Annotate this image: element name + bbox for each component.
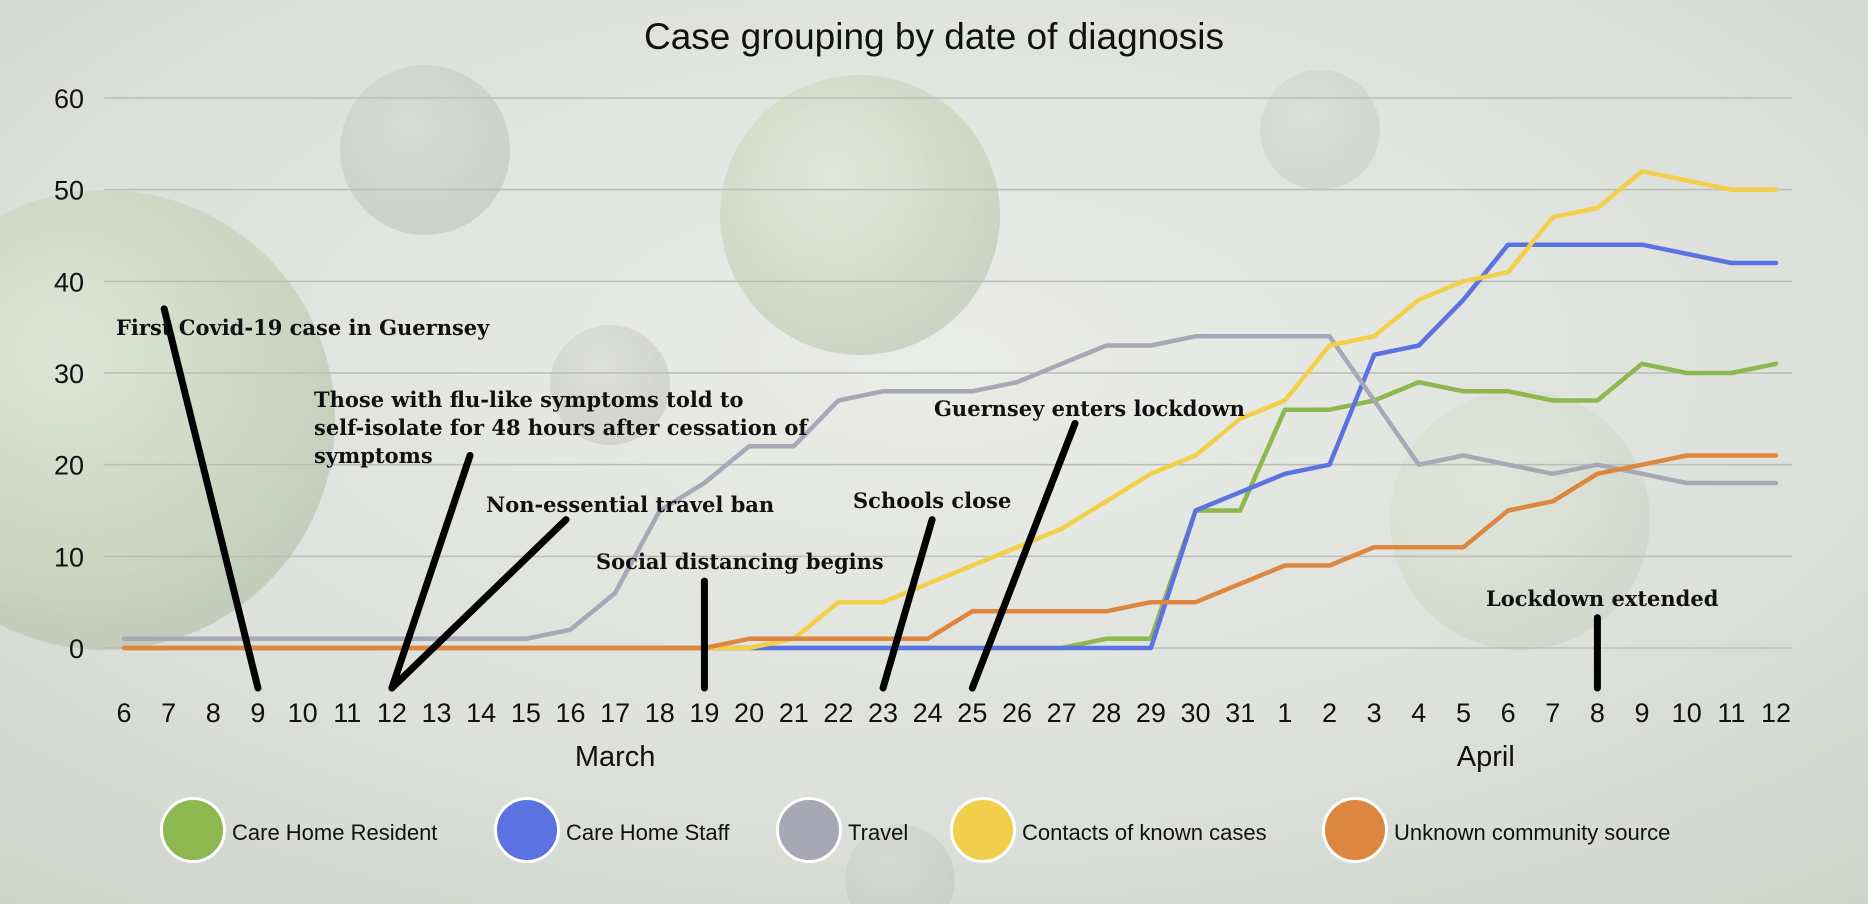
annotation-label: Lockdown extended bbox=[1486, 586, 1719, 611]
legend-item-care-home-resident: Care Home Resident bbox=[160, 790, 437, 870]
virus-illustration bbox=[0, 190, 335, 650]
x-tick-label: 8 bbox=[206, 698, 221, 728]
legend-item-contacts-of-known-cases: Contacts of known cases bbox=[950, 790, 1267, 870]
annotation-label: First Covid-19 case in Guernsey bbox=[116, 315, 490, 340]
legend-swatch bbox=[160, 797, 226, 863]
legend-swatch bbox=[494, 797, 560, 863]
legend-item-care-home-staff: Care Home Staff bbox=[494, 790, 729, 870]
legend-swatch bbox=[950, 797, 1016, 863]
annotation-label: Guernsey enters lockdown bbox=[934, 396, 1245, 421]
annotation-pointer bbox=[968, 419, 1079, 692]
legend: Care Home Resident Care Home Staff Trave… bbox=[0, 790, 1868, 870]
legend-label: Contacts of known cases bbox=[1022, 820, 1267, 845]
x-tick-label: 11 bbox=[333, 698, 361, 728]
x-tick-label: 24 bbox=[913, 698, 943, 728]
series-line bbox=[121, 334, 1779, 642]
x-tick-label: 29 bbox=[1136, 698, 1166, 728]
x-tick-label: 31 bbox=[1225, 698, 1255, 728]
x-tick-label: 20 bbox=[734, 698, 764, 728]
x-tick-label: 10 bbox=[288, 698, 318, 728]
x-tick-label: 23 bbox=[868, 698, 898, 728]
y-tick-label: 0 bbox=[69, 634, 84, 664]
virus-illustration bbox=[845, 825, 955, 904]
annotation-pointer bbox=[879, 516, 936, 692]
annotation-pointer bbox=[160, 305, 262, 692]
x-tick-label: 12 bbox=[377, 698, 407, 728]
virus-illustration bbox=[340, 65, 510, 235]
x-tick-label: 13 bbox=[422, 698, 452, 728]
x-tick-label: 11 bbox=[1717, 698, 1745, 728]
x-tick-label: 7 bbox=[161, 698, 176, 728]
series-line bbox=[121, 453, 1779, 651]
annotation-label: Those with flu-like symptoms told to self… bbox=[314, 387, 809, 468]
x-tick-label: 7 bbox=[1545, 698, 1560, 728]
x-tick-label: 14 bbox=[466, 698, 496, 728]
legend-item-unknown-community-source: Unknown community source bbox=[1322, 790, 1670, 870]
y-tick-label: 30 bbox=[54, 359, 84, 389]
y-tick-label: 20 bbox=[54, 451, 84, 481]
x-tick-label: 17 bbox=[600, 698, 630, 728]
x-tick-label: 5 bbox=[1456, 698, 1471, 728]
legend-label: Care Home Staff bbox=[566, 820, 730, 845]
y-tick-label: 50 bbox=[54, 176, 84, 206]
x-tick-label: 9 bbox=[250, 698, 265, 728]
legend-label: Care Home Resident bbox=[232, 820, 438, 845]
x-tick-label: 16 bbox=[555, 698, 585, 728]
x-tick-label: 25 bbox=[957, 698, 987, 728]
x-tick-label: 28 bbox=[1091, 698, 1121, 728]
x-tick-label: 30 bbox=[1181, 698, 1211, 728]
legend-label: Unknown community source bbox=[1394, 820, 1671, 845]
gridlines bbox=[104, 97, 1792, 649]
month-label: March bbox=[575, 741, 656, 773]
chart-title: Case grouping by date of diagnosis bbox=[643, 16, 1225, 57]
y-axis-ticks: 0 10 20 30 40 50 60 bbox=[54, 84, 84, 664]
annotations: First Covid-19 case in Guernsey Those wit… bbox=[116, 305, 1719, 692]
x-tick-label: 6 bbox=[116, 698, 131, 728]
x-tick-label: 10 bbox=[1672, 698, 1702, 728]
x-tick-label: 21 bbox=[779, 698, 809, 728]
x-tick-label: 4 bbox=[1411, 698, 1426, 728]
x-tick-label: 3 bbox=[1367, 698, 1382, 728]
x-tick-label: 19 bbox=[689, 698, 719, 728]
x-axis-ticks: 6 7 8 9 10 11 12 13 14 15 16 17 18 19 20 21 22 23 24 25 26 27… bbox=[116, 698, 1791, 728]
annotation-label: Social distancing begins bbox=[596, 549, 884, 574]
y-tick-label: 60 bbox=[54, 84, 84, 114]
legend-label: Travel bbox=[848, 820, 909, 845]
legend-swatch bbox=[1322, 797, 1388, 863]
month-label: April bbox=[1457, 741, 1515, 773]
y-tick-label: 10 bbox=[54, 542, 84, 572]
x-tick-label: 1 bbox=[1277, 698, 1292, 728]
legend-item-travel: Travel bbox=[776, 790, 908, 870]
x-tick-label: 22 bbox=[823, 698, 853, 728]
x-tick-label: 18 bbox=[645, 698, 675, 728]
virus-illustration bbox=[550, 325, 670, 445]
virus-illustration bbox=[1260, 70, 1380, 190]
series-lines bbox=[121, 169, 1779, 651]
month-labels: March April bbox=[575, 741, 1515, 773]
y-tick-label: 40 bbox=[54, 267, 84, 297]
annotation-label: Non-essential travel ban bbox=[486, 492, 774, 517]
x-tick-label: 6 bbox=[1501, 698, 1516, 728]
x-tick-label: 12 bbox=[1761, 698, 1791, 728]
x-tick-label: 27 bbox=[1047, 698, 1077, 728]
annotation-label: Schools close bbox=[853, 488, 1011, 513]
legend-swatch bbox=[776, 797, 842, 863]
annotation-pointer bbox=[388, 452, 474, 692]
x-tick-label: 2 bbox=[1322, 698, 1337, 728]
x-tick-label: 8 bbox=[1590, 698, 1605, 728]
virus-illustration bbox=[720, 75, 1000, 355]
annotation-pointer bbox=[388, 516, 570, 692]
x-tick-label: 26 bbox=[1002, 698, 1032, 728]
x-tick-label: 9 bbox=[1635, 698, 1650, 728]
x-tick-label: 15 bbox=[511, 698, 541, 728]
